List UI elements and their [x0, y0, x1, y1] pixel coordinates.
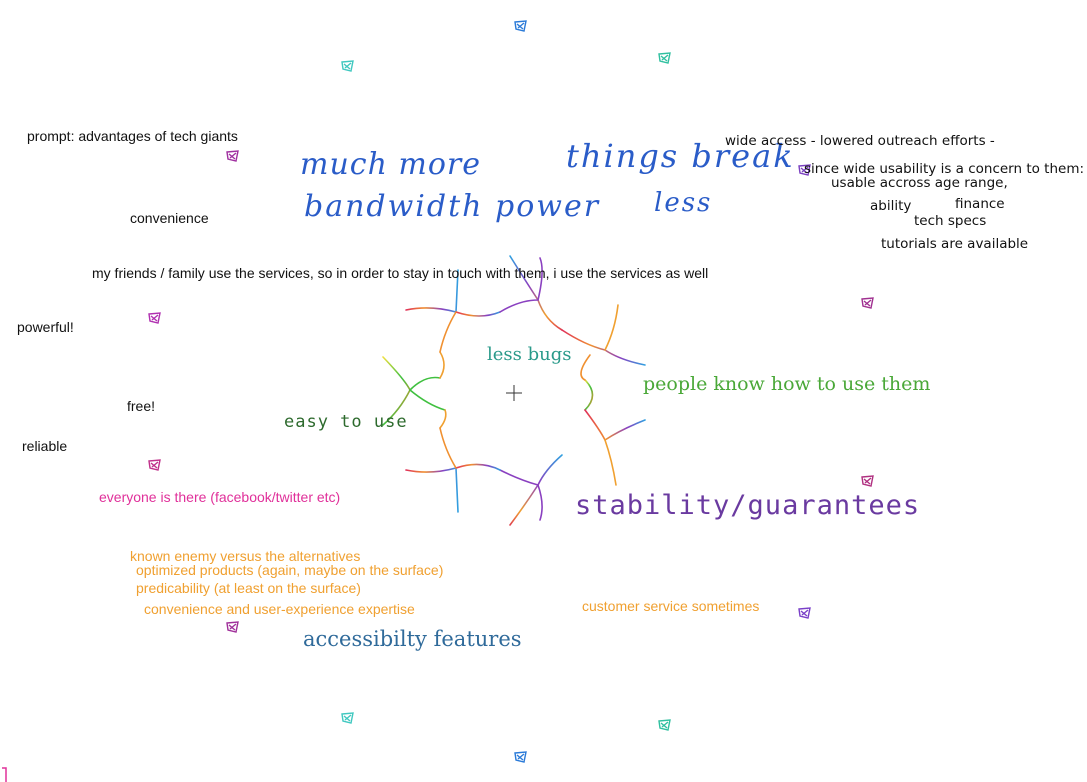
note-wide-access[interactable]: wide access - lowered outreach efforts -	[725, 133, 995, 149]
label-easy-to-use[interactable]: easy to use	[284, 412, 408, 432]
scribble-icon[interactable]	[512, 749, 530, 765]
note-convenience-ux[interactable]: convenience and user-experience expertis…	[144, 601, 415, 617]
note-reliable[interactable]: reliable	[22, 438, 68, 454]
scribble-icon[interactable]	[512, 18, 530, 34]
scribble-icon[interactable]	[339, 58, 357, 74]
scribble-icon[interactable]	[146, 457, 164, 473]
note-optimized-products[interactable]: optimized products (again, maybe on the …	[136, 562, 444, 578]
scribble-icon[interactable]	[859, 295, 877, 311]
note-tutorials[interactable]: tutorials are available	[881, 236, 1029, 252]
label-accessibility-features[interactable]: accessibilty features	[303, 627, 522, 651]
note-since-wide-usability[interactable]: since wide usability is a concern to the…	[804, 161, 1085, 177]
note-known-enemy[interactable]: known enemy versus the alternatives	[130, 548, 361, 564]
handwriting-less[interactable]: less	[654, 188, 713, 218]
note-free[interactable]: free!	[127, 398, 156, 414]
prompt-note[interactable]: prompt: advantages of tech giants	[27, 128, 238, 144]
scribble-icon[interactable]	[796, 162, 814, 178]
scribble-icon[interactable]	[224, 619, 242, 635]
note-everyone-is-there[interactable]: everyone is there (facebook/twitter etc)	[99, 489, 341, 505]
note-powerful[interactable]: powerful!	[17, 319, 74, 335]
scribble-icon[interactable]	[656, 717, 674, 733]
note-ability[interactable]: ability	[870, 198, 912, 214]
scribble-icon[interactable]	[146, 310, 164, 326]
note-predicability[interactable]: predicability (at least on the surface)	[136, 580, 361, 596]
scribble-icon[interactable]	[224, 148, 242, 164]
handwriting-things-break[interactable]: things break	[566, 137, 795, 175]
label-less-bugs[interactable]: less bugs	[487, 344, 572, 365]
note-customer-service[interactable]: customer service sometimes	[582, 598, 760, 614]
handwriting-much-more[interactable]: much more	[300, 147, 482, 182]
note-tech-specs[interactable]: tech specs	[914, 213, 987, 229]
scribble-icon[interactable]	[339, 710, 357, 726]
note-usable-age-range[interactable]: usable accross age range,	[831, 175, 1008, 191]
note-finance[interactable]: finance	[955, 196, 1005, 212]
label-stability-guarantees[interactable]: stability/guarantees	[575, 490, 921, 521]
label-people-know[interactable]: people know how to use them	[643, 373, 931, 395]
scribble-icon[interactable]	[859, 473, 877, 489]
handwriting-bandwidth-power[interactable]: bandwidth power	[304, 189, 601, 224]
note-convenience[interactable]: convenience	[130, 210, 209, 226]
note-friends-family[interactable]: my friends / family use the services, so…	[92, 265, 709, 281]
scribble-icon[interactable]	[796, 605, 814, 621]
scribble-icon[interactable]	[656, 50, 674, 66]
